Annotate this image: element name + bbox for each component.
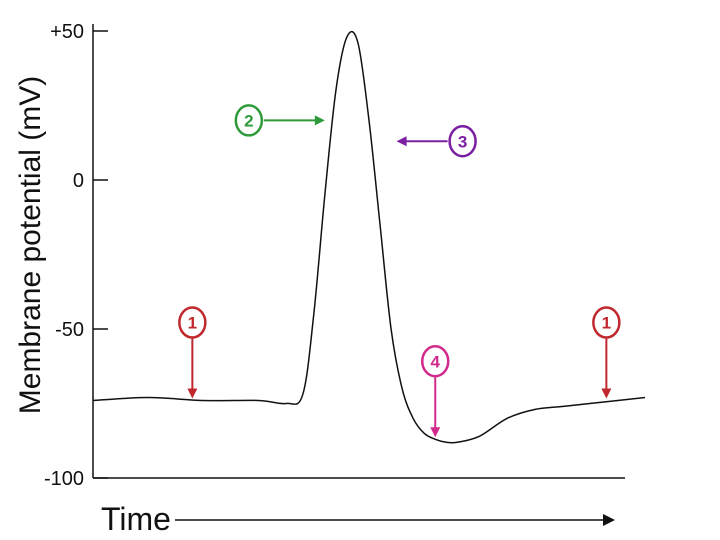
y-tick-label: -100 — [44, 468, 84, 490]
annotation-arrow-head — [314, 115, 325, 126]
annotation-circle — [592, 306, 621, 339]
annotation-2: 2 — [234, 104, 325, 137]
annotation-number: 2 — [244, 111, 253, 130]
x-axis-label: Time — [101, 501, 171, 537]
y-tick-label: +50 — [50, 21, 84, 43]
x-axis — [93, 477, 625, 526]
time-arrow-head — [603, 514, 615, 526]
series-group — [92, 30, 646, 444]
annotation-arrow-head — [187, 388, 198, 399]
y-tick-label: 0 — [73, 170, 84, 192]
y-axis-label: Membrane potential (mV) — [14, 76, 47, 414]
annotation-arrow-head — [601, 388, 612, 399]
annotation-number: 4 — [431, 352, 441, 371]
annotation-arrow-head — [396, 136, 407, 147]
annotation-group: 1 2 3 4 1 — [178, 104, 621, 438]
annotation-circle — [448, 125, 477, 158]
annotation-number: 1 — [602, 314, 611, 333]
annotation-1: 1 — [592, 306, 621, 399]
y-tick-label: -50 — [55, 319, 84, 341]
annotation-1: 1 — [178, 306, 207, 399]
annotation-3: 3 — [396, 125, 477, 158]
annotation-4: 4 — [420, 345, 450, 438]
y-axis: +50 0 -50 -100 — [44, 21, 108, 490]
series-line — [92, 30, 646, 444]
annotation-circle — [234, 104, 264, 137]
annotation-circle — [178, 306, 207, 339]
annotation-circle — [420, 345, 450, 378]
annotation-arrow-head — [430, 427, 441, 438]
annotation-number: 3 — [458, 132, 467, 151]
annotation-number: 1 — [188, 314, 197, 333]
